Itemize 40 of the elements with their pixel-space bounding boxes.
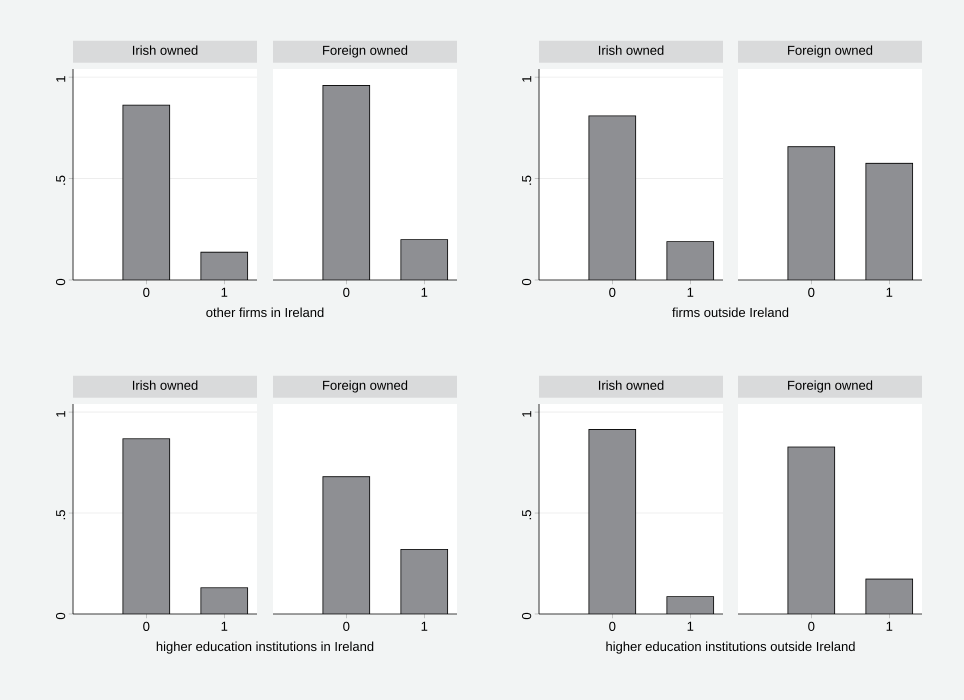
x-tick-label: 0 [609,622,616,631]
y-tick-label: 1 [522,76,532,82]
y-tick-label: .5 [56,176,66,185]
x-tick-label: 0 [343,622,350,631]
x-tick-label: 0 [143,288,150,297]
chart-title: Irish owned [598,380,664,390]
chart-title: Irish owned [598,45,664,55]
y-tick-label: 0 [522,278,532,286]
x-tick-label: 1 [222,288,228,297]
x-axis-title: firms outside Ireland [672,308,788,318]
x-tick-label: 0 [609,288,616,297]
x-axis-title: other firms in Ireland [206,308,324,318]
x-tick-label: 1 [886,622,892,631]
chart-title: Irish owned [132,45,198,55]
chart-title: Foreign owned [788,380,872,392]
x-tick-label: 0 [808,622,814,631]
x-tick-label: 0 [143,622,150,631]
y-tick-label: 0 [56,612,66,620]
chart-title: Irish owned [132,380,198,390]
y-tick-label: 0 [56,278,66,286]
y-tick-label: 1 [56,76,66,82]
y-tick-label: .5 [522,510,532,520]
x-tick-label: 1 [422,288,428,297]
x-axis-title: higher education institutions outside Ireland [606,642,855,654]
y-tick-label: .5 [522,176,532,185]
x-axis-title: higher education institutions in Ireland [156,642,374,654]
x-tick-label: 1 [222,622,228,631]
chart-title: Foreign owned [323,380,408,392]
y-tick-label: 0 [522,612,532,620]
x-tick-label: 0 [343,288,350,297]
x-tick-label: 1 [688,622,694,631]
y-tick-label: 1 [522,411,532,417]
x-tick-label: 1 [422,622,428,631]
chart-title: Foreign owned [323,45,408,58]
x-tick-label: 1 [688,288,694,297]
chart-title: Foreign owned [788,45,872,58]
x-tick-label: 0 [808,288,814,297]
y-tick-label: 1 [56,411,66,417]
y-tick-label: .5 [56,510,66,520]
x-tick-label: 1 [886,288,892,297]
